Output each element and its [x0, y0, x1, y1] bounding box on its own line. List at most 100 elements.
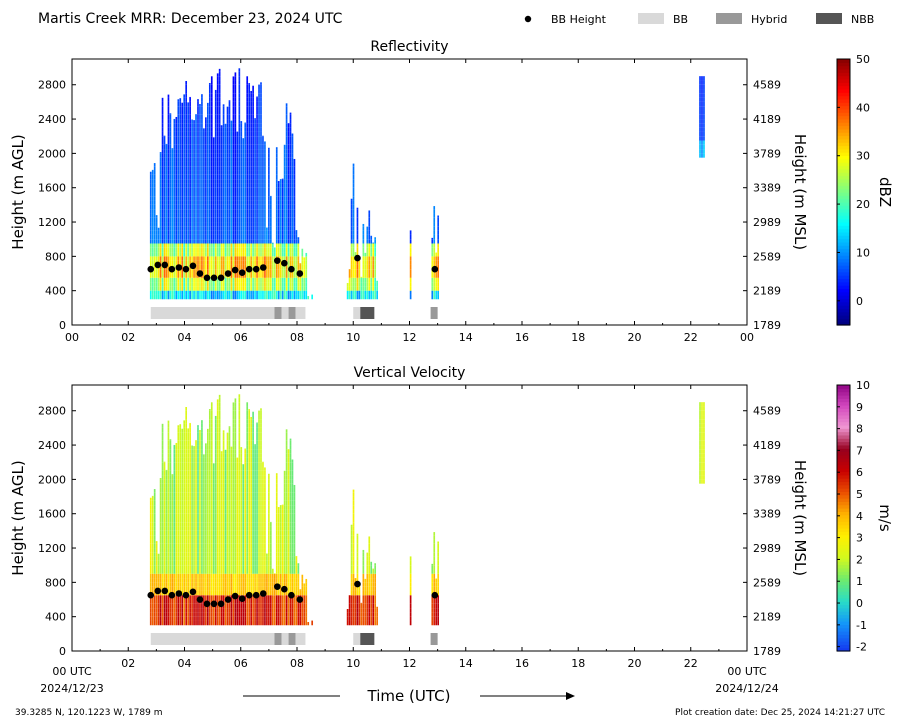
bb-height-point: [431, 265, 439, 273]
heatmap-cell: [350, 239, 353, 244]
heatmap-cell: [244, 286, 247, 291]
heatmap-cell: [234, 84, 237, 90]
heatmap-cell: [167, 196, 170, 201]
heatmap-cell: [264, 179, 266, 184]
heatmap-cell: [151, 518, 154, 523]
heatmap-cell: [256, 119, 258, 124]
heatmap-cell: [193, 131, 195, 137]
heatmap-cell: [177, 286, 180, 291]
heatmap-cell: [183, 97, 186, 102]
heatmap-cell: [287, 200, 290, 205]
heatmap-cell: [179, 106, 182, 111]
heatmap-cell: [159, 290, 162, 295]
heatmap-cell: [305, 256, 308, 261]
heatmap-cell: [149, 187, 152, 192]
heatmap-cell: [230, 157, 233, 162]
heatmap-cell: [203, 256, 205, 261]
heatmap-cell: [273, 260, 276, 265]
heatmap-cell: [254, 136, 256, 141]
heatmap-cell: [279, 196, 282, 201]
heatmap-cell: [179, 608, 182, 613]
heatmap-cell: [181, 428, 184, 433]
heatmap-cell: [260, 89, 262, 94]
heatmap-cell: [277, 222, 280, 227]
heatmap-cell: [199, 209, 201, 214]
heatmap-cell: [191, 565, 193, 570]
heatmap-cell: [270, 282, 272, 287]
heatmap-cell: [214, 196, 217, 201]
heatmap-cell: [183, 294, 186, 300]
heatmap-cell: [177, 99, 180, 102]
heatmap-cell: [218, 286, 221, 291]
heatmap-cell: [161, 475, 164, 480]
heatmap-cell: [262, 161, 264, 167]
heatmap-cell: [177, 183, 180, 188]
heatmap-cell: [222, 286, 225, 291]
heatmap-cell: [234, 294, 237, 300]
heatmap-cell: [435, 294, 438, 300]
heatmap-cell: [287, 131, 290, 137]
heatmap-cell: [193, 170, 195, 175]
heatmap-cell: [167, 599, 170, 604]
heatmap-cell: [195, 213, 197, 218]
heatmap-cell: [189, 445, 191, 450]
heatmap-cell: [165, 143, 168, 145]
heatmap-cell: [226, 234, 229, 240]
heatmap-cell: [374, 290, 377, 295]
heatmap-cell: [187, 183, 189, 188]
heatmap-cell: [208, 522, 211, 527]
heatmap-cell: [155, 543, 158, 549]
heatmap-cell: [173, 166, 176, 171]
heatmap-cell: [230, 286, 233, 291]
heatmap-cell: [191, 582, 193, 587]
heatmap-cell: [250, 97, 252, 102]
heatmap-cell: [175, 479, 178, 484]
heatmap-cell: [181, 479, 184, 484]
heatmap-cell: [193, 234, 195, 240]
heatmap-cell: [248, 101, 251, 107]
heatmap-cell: [165, 479, 168, 484]
heatmap-cell: [199, 440, 201, 446]
heatmap-cell: [240, 294, 243, 300]
heatmap-cell: [183, 226, 186, 231]
heatmap-cell: [191, 234, 193, 240]
heatmap-cell: [212, 200, 215, 205]
heatmap-cell: [703, 153, 705, 158]
heatmap-cell: [191, 556, 193, 561]
heatmap-cell: [195, 616, 197, 621]
heatmap-cell: [183, 466, 186, 471]
heatmap-cell: [226, 106, 229, 111]
heatmap-cell: [203, 535, 205, 540]
heatmap-cell: [177, 230, 180, 235]
heatmap-cell: [222, 200, 225, 205]
heatmap-cell: [246, 192, 249, 197]
heatmap-cell: [161, 603, 164, 609]
heatmap-cell: [163, 243, 166, 248]
heatmap-cell: [207, 243, 209, 248]
heatmap-cell: [208, 526, 211, 531]
heatmap-cell: [208, 260, 211, 265]
heatmap-cell: [352, 230, 355, 235]
heatmap-cell: [275, 290, 278, 295]
heatmap-cell: [169, 505, 172, 510]
heatmap-cell: [169, 113, 172, 115]
bb-height-point: [354, 254, 361, 262]
heatmap-cell: [352, 183, 355, 188]
heatmap-cell: [242, 161, 245, 167]
heatmap-cell: [199, 247, 201, 253]
heatmap-cell: [291, 153, 294, 158]
heatmap-cell: [165, 599, 168, 604]
heatmap-cell: [189, 586, 191, 591]
heatmap-cell: [273, 290, 276, 295]
heatmap-cell: [207, 462, 209, 467]
heatmap-cell: [238, 230, 241, 235]
heatmap-cell: [193, 513, 195, 518]
heatmap-cell: [199, 170, 201, 175]
heatmap-cell: [161, 427, 164, 433]
heatmap-cell: [242, 277, 245, 283]
heatmap-cell: [169, 166, 172, 171]
heatmap-cell: [287, 226, 290, 231]
heatmap-cell: [289, 286, 292, 291]
heatmap-cell: [293, 200, 296, 205]
heatmap-cell: [163, 620, 166, 626]
